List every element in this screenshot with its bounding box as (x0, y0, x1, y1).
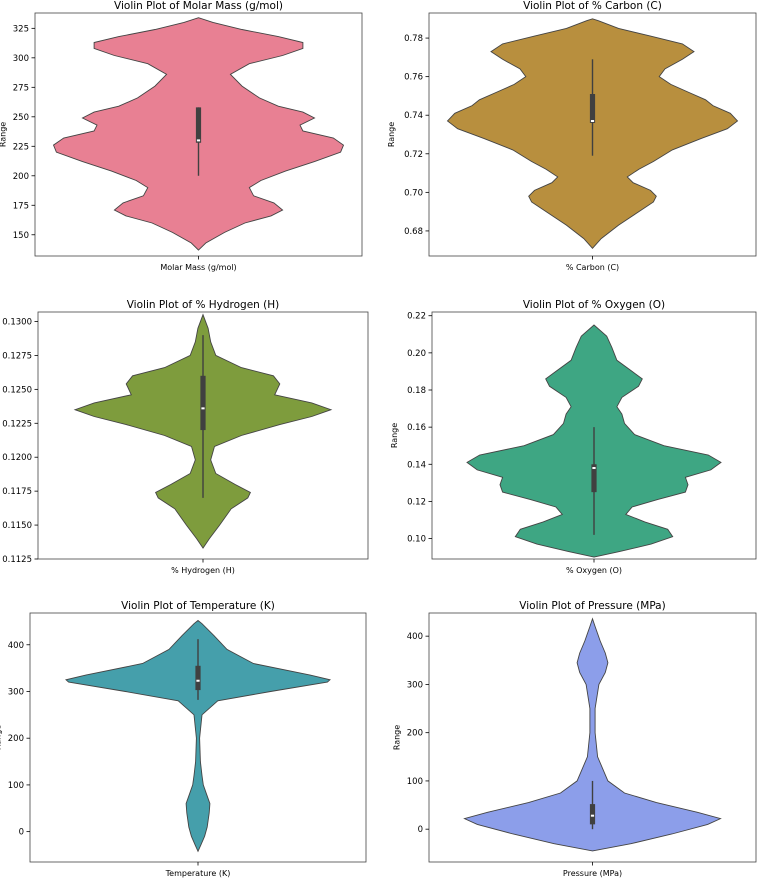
y-axis-label: Range (0, 122, 7, 147)
box-iqr (200, 375, 206, 431)
median-marker (590, 814, 595, 817)
y-tick-label: 300 (8, 687, 24, 697)
y-tick-label: 0.12 (407, 497, 426, 507)
y-tick-label: 325 (13, 24, 29, 34)
x-axis-label: Pressure (MPa) (563, 869, 622, 878)
x-axis-label: % Carbon (C) (566, 263, 619, 272)
y-tick-label: 0.68 (404, 227, 423, 237)
chart-title: Violin Plot of % Carbon (C) (523, 0, 662, 12)
chart-title: Violin Plot of Temperature (K) (121, 600, 275, 612)
y-tick-label: 0.1225 (2, 419, 32, 429)
y-tick-label: 0.1275 (2, 351, 32, 361)
box-iqr (589, 94, 596, 123)
y-tick-label: 0.70 (404, 188, 423, 198)
chart-title: Violin Plot of Pressure (MPa) (519, 600, 665, 612)
median-marker (592, 467, 596, 469)
y-axis-label: Range (392, 725, 401, 750)
y-tick-label: 0.10 (407, 535, 426, 545)
chart-panel-5: 0 100 200 300 400 Violin Plot of Temperature … (0, 600, 367, 878)
box-iqr (195, 665, 201, 691)
chart-title: Violin Plot of Molar Mass (g/mol) (114, 0, 283, 12)
y-axis-label: Range (0, 725, 2, 750)
y-tick-label: 200 (407, 729, 423, 739)
chart-panel-4: 0.10 0.12 0.14 0.16 0.18 0.20 0.22 Violin Plot … (390, 299, 757, 575)
box-iqr (589, 804, 596, 825)
y-axis-label: Range (390, 423, 399, 448)
y-tick-label: 0.18 (407, 386, 426, 396)
violin-body (65, 619, 331, 853)
y-tick-label: 0.22 (407, 312, 426, 322)
y-tick-label: 300 (407, 680, 423, 690)
violin-body (463, 617, 722, 852)
y-tick-label: 250 (13, 113, 29, 123)
y-axis-label: Range (387, 122, 396, 147)
y-tick-label: 0.1125 (2, 555, 32, 565)
y-tick-label: 0.1175 (2, 487, 32, 497)
chart-panel-3: 0.1125 0.1150 0.1175 0.1200 0.1225 0.1250 0.12… (2, 299, 369, 575)
chart-panel-1: 150 175 200 225 250 275 300 325 Violin Plot of M… (0, 0, 363, 272)
y-tick-label: 0.16 (407, 423, 426, 433)
chart-title: Violin Plot of % Hydrogen (H) (127, 299, 280, 311)
y-tick-label: 225 (13, 142, 29, 152)
y-tick-label: 0.74 (404, 111, 423, 121)
y-tick-label: 0 (19, 828, 24, 838)
median-marker (196, 679, 200, 682)
y-tick-label: 0.1300 (2, 318, 32, 328)
chart-title: Violin Plot of % Oxygen (O) (523, 299, 665, 311)
median-marker (590, 120, 595, 122)
y-tick-label: 150 (13, 231, 29, 241)
box-iqr (195, 107, 202, 143)
x-axis-label: Molar Mass (g/mol) (160, 263, 236, 272)
y-tick-label: 400 (407, 632, 423, 642)
median-marker (201, 407, 205, 410)
x-axis-label: % Oxygen (O) (566, 566, 622, 575)
y-tick-label: 0.1200 (2, 453, 32, 463)
y-tick-label: 0.20 (407, 349, 426, 359)
y-tick-label: 200 (13, 172, 29, 182)
y-tick-label: 0.1150 (2, 521, 32, 531)
y-tick-label: 100 (407, 777, 423, 787)
y-tick-label: 100 (8, 781, 24, 791)
y-tick-label: 300 (13, 54, 29, 64)
x-axis-label: % Hydrogen (H) (171, 566, 235, 575)
median-marker (196, 139, 201, 142)
y-tick-label: 275 (13, 83, 29, 93)
y-tick-label: 175 (13, 201, 29, 211)
box-iqr (591, 464, 597, 493)
y-tick-label: 200 (8, 734, 24, 744)
y-tick-label: 400 (8, 641, 24, 651)
y-tick-label: 0.76 (404, 73, 423, 83)
y-tick-label: 0.1250 (2, 385, 32, 395)
x-axis-label: Temperature (K) (165, 869, 231, 878)
chart-panel-2: 0.68 0.70 0.72 0.74 0.76 0.78 Violin Plot of %… (387, 0, 757, 272)
y-tick-label: 0.14 (407, 460, 426, 470)
y-tick-label: 0.72 (404, 150, 423, 160)
y-tick-label: 0 (418, 825, 423, 835)
chart-panel-6: 0 100 200 300 400 Violin Plot of Pressure (MP… (392, 600, 757, 878)
y-tick-label: 0.78 (404, 34, 423, 44)
